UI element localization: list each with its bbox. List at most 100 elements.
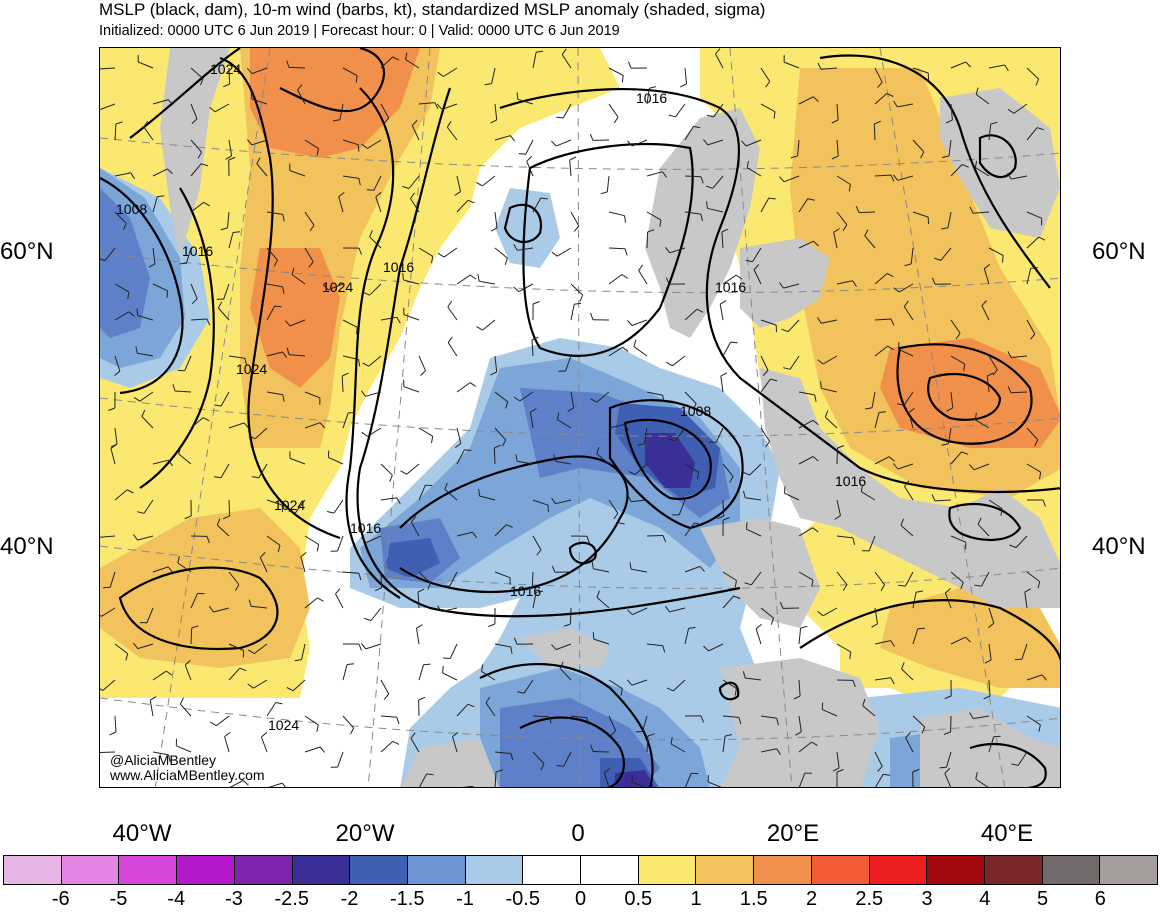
wind-barb	[369, 236, 382, 249]
lon-label-40e: 40°E	[980, 820, 1034, 847]
wind-barb	[525, 139, 534, 155]
wind-barb-flag	[517, 691, 525, 694]
wind-barb	[871, 391, 876, 408]
wind-barb-flag	[228, 156, 236, 161]
wind-barb-flag	[890, 174, 895, 182]
wind-barb-flag	[294, 659, 302, 662]
wind-barb-flag	[191, 118, 198, 124]
wind-barb	[1011, 355, 1028, 358]
wind-barb-flag	[613, 116, 619, 124]
wind-barb	[950, 571, 964, 583]
wind-barb-flag	[939, 766, 947, 769]
wind-barb	[608, 274, 623, 285]
wind-barb	[593, 568, 610, 573]
wind-barb	[562, 103, 572, 119]
wind-barb	[104, 247, 116, 261]
wind-barb-flag	[591, 561, 594, 569]
wind-barb-flag	[472, 531, 478, 539]
wind-barb-flag	[620, 688, 623, 696]
wind-barb-flag	[326, 511, 335, 514]
wind-barb	[185, 247, 192, 264]
wind-barb-flag	[442, 665, 444, 673]
wind-barb	[988, 736, 995, 753]
wind-barb	[874, 640, 891, 645]
wind-barb-flag	[734, 688, 737, 696]
wind-barb-flag	[768, 197, 776, 200]
wind-barb-flag	[942, 155, 950, 159]
wind-barb	[751, 571, 762, 586]
wind-barb-flag	[110, 443, 117, 449]
colorbar-box	[984, 856, 1043, 884]
colorbar-box	[350, 856, 408, 884]
wind-barb-flag	[890, 318, 895, 326]
wind-barb	[1011, 175, 1028, 180]
wind-barb-flag	[770, 378, 778, 382]
wind-barb	[947, 211, 952, 228]
wind-barb	[783, 175, 800, 183]
wind-barb	[342, 67, 358, 77]
wind-barb	[342, 355, 359, 360]
wind-barb	[1026, 715, 1041, 726]
wind-barb-flag	[125, 653, 129, 661]
wind-barb-flag	[1007, 386, 1012, 394]
wind-barb-flag	[536, 50, 544, 53]
wind-barb	[266, 702, 277, 717]
wind-barb-flag	[248, 435, 256, 440]
wind-barb-flag	[191, 298, 198, 304]
wind-barb	[380, 103, 390, 119]
wind-barb-flag	[259, 552, 266, 558]
wind-barb-flag	[203, 201, 210, 207]
wind-barb-flag	[790, 155, 798, 159]
wind-barb	[176, 745, 192, 753]
wind-barb-flag	[627, 140, 633, 147]
wind-barb-flag	[904, 480, 910, 487]
wind-barb	[874, 345, 888, 357]
wind-barb-flag	[168, 99, 173, 106]
wind-barb-flag	[282, 286, 285, 294]
wind-barb	[946, 751, 952, 768]
wind-barb-flag	[635, 730, 643, 733]
wind-barb-flag	[912, 768, 920, 773]
wind-barb	[479, 495, 496, 501]
wind-barb	[1026, 427, 1039, 441]
wind-barb	[934, 499, 952, 502]
wind-barb-flag	[364, 617, 372, 621]
wind-barb-flag	[282, 394, 285, 402]
wind-barb	[294, 499, 306, 514]
wind-barb-flag	[905, 732, 911, 739]
wind-barb-flag	[206, 536, 210, 544]
wind-barb	[874, 456, 890, 465]
wind-barb-flag	[1042, 499, 1046, 507]
wind-barb-flag	[934, 257, 941, 261]
wind-barb-flag	[836, 769, 844, 773]
wind-barb-flag	[358, 178, 361, 186]
wind-barb	[608, 103, 619, 118]
wind-barb-flag	[1035, 78, 1040, 86]
wind-barb-flag	[256, 157, 261, 164]
colorbar-tick-label: 1.5	[739, 888, 768, 910]
lat-label-60n-left: 60°N	[0, 238, 54, 265]
wind-barb-flag	[624, 424, 629, 431]
wind-barb	[449, 643, 458, 659]
wind-barb-flag	[536, 590, 544, 593]
wind-barb-flag	[477, 274, 480, 282]
wind-barb-flag	[490, 227, 498, 232]
wind-barb	[975, 778, 989, 787]
isobar-label: 1016	[715, 279, 746, 295]
wind-barb-flag	[361, 643, 367, 650]
wind-barb-flag	[893, 174, 898, 181]
wind-barb-flag	[431, 256, 434, 264]
wind-barb	[973, 715, 990, 720]
wind-barb	[988, 355, 998, 370]
wind-barb	[746, 528, 762, 537]
wind-barb	[897, 103, 914, 108]
lat-label-40n-left: 40°N	[0, 533, 54, 560]
wind-barb	[491, 67, 496, 84]
wind-barb-flag	[975, 87, 979, 95]
wind-barb	[146, 607, 154, 623]
wind-barb-flag	[127, 291, 130, 299]
wind-barb	[152, 247, 156, 264]
wind-barb-flag	[722, 517, 730, 521]
wind-barb	[646, 171, 663, 177]
wind-barb	[646, 535, 664, 537]
